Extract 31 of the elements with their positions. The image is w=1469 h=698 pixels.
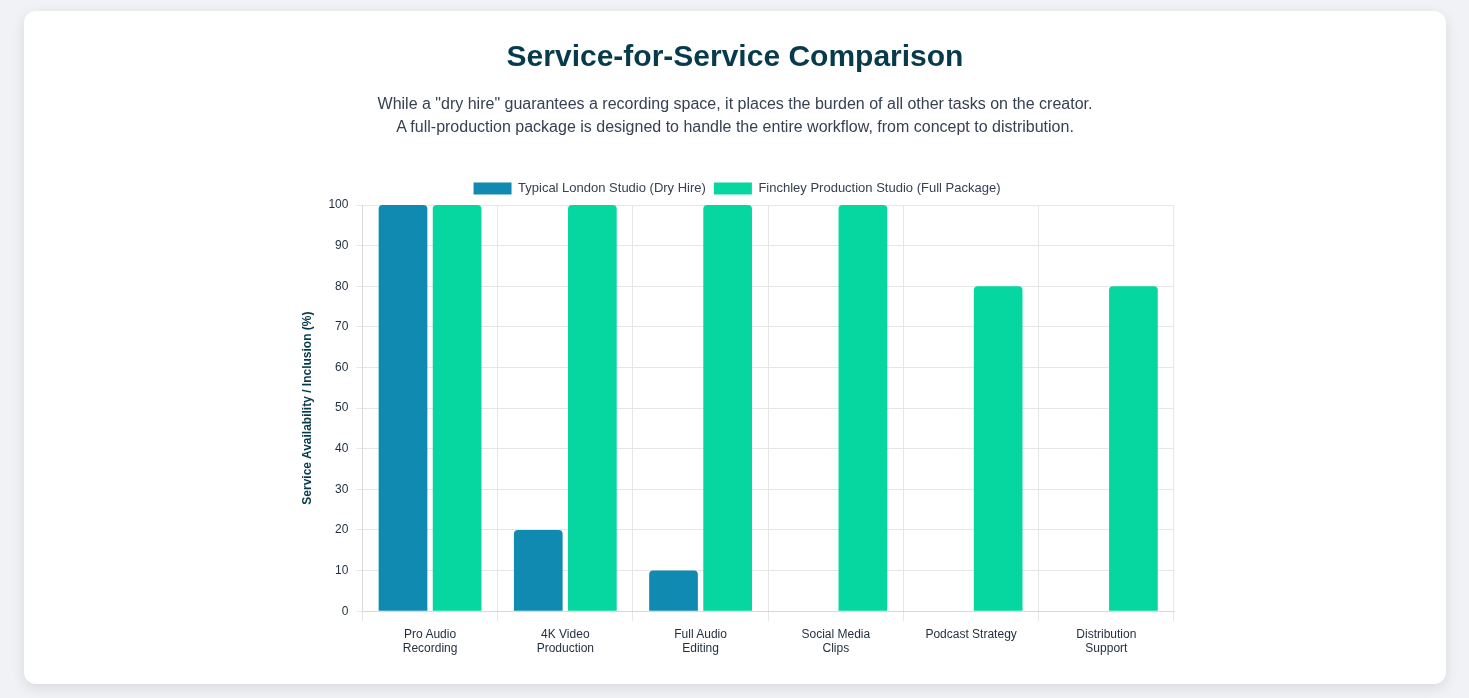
y-tick-label: 50 <box>335 400 349 415</box>
legend-label: Finchley Production Studio (Full Package) <box>758 180 1001 196</box>
x-tick-label: Podcast Strategy <box>925 626 1017 641</box>
y-tick-label: 20 <box>335 522 349 537</box>
y-tick-label: 100 <box>328 197 349 212</box>
bar <box>568 205 617 611</box>
bar <box>703 205 752 611</box>
y-axis-title: Service Availability / Inclusion (%) <box>299 311 314 505</box>
y-tick-label: 40 <box>335 441 349 456</box>
y-tick-label: 90 <box>335 237 349 252</box>
y-tick-label: 0 <box>341 603 349 618</box>
x-tick-label: 4K Video Production <box>536 626 594 656</box>
y-tick-label: 10 <box>335 562 349 577</box>
y-tick-label: 70 <box>335 319 349 334</box>
bar <box>838 205 888 611</box>
legend-label: Typical London Studio (Dry Hire) <box>518 180 706 196</box>
bar <box>1109 286 1158 611</box>
y-tick-label: 80 <box>335 278 349 293</box>
x-tick-label: Full Audio Editing <box>674 626 728 656</box>
chart-title: Service-for-Service Comparison <box>505 39 965 73</box>
bar <box>973 286 1023 611</box>
y-tick-label: 60 <box>335 359 349 374</box>
chart-subtitle: While a "dry hire" guarantees a recording space, it places the burden of all other tasks on the creator. A full-production package is designed to handle the entire workflow, from concept to distribution. <box>376 94 1094 137</box>
x-tick-label: Social Media Clips <box>801 626 871 656</box>
x-tick-label: Distribution Support <box>1076 626 1137 656</box>
bar <box>432 205 482 611</box>
bar <box>513 529 563 611</box>
bar <box>378 205 428 611</box>
y-tick-label: 30 <box>335 481 349 496</box>
x-tick-label: Pro Audio Recording <box>402 626 458 656</box>
bar <box>649 570 698 611</box>
